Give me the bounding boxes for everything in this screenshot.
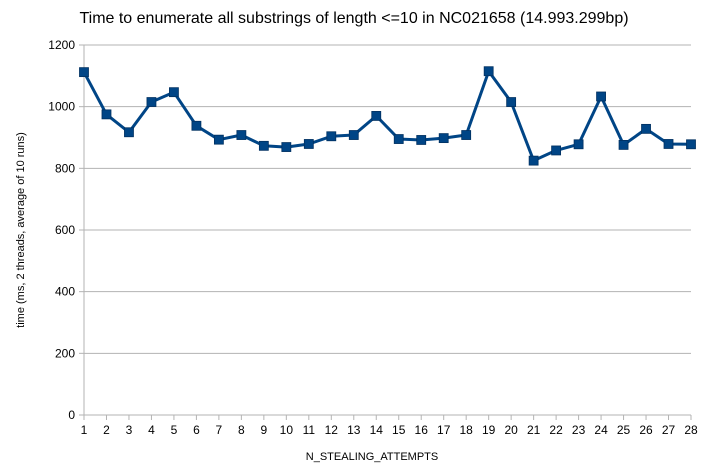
- x-tick-label: 3: [126, 423, 133, 437]
- x-tick-label: 7: [216, 423, 223, 437]
- y-tick-label: 400: [55, 285, 75, 299]
- x-tick-label: 26: [639, 423, 653, 437]
- x-tick-label: 9: [261, 423, 268, 437]
- x-tick-label: 6: [193, 423, 200, 437]
- x-tick-label: 16: [415, 423, 429, 437]
- data-point-marker: [124, 127, 134, 138]
- data-point-marker: [596, 91, 606, 102]
- x-tick-label: 10: [280, 423, 294, 437]
- data-point-marker: [101, 109, 112, 120]
- x-tick-label: 22: [549, 423, 563, 437]
- data-point-marker: [506, 97, 517, 107]
- data-point-marker: [393, 134, 404, 144]
- x-tick-label: 25: [617, 423, 631, 437]
- data-point-marker: [663, 139, 674, 149]
- x-tick-label: 13: [347, 423, 361, 437]
- axes: [79, 44, 692, 420]
- x-tick-label: 15: [392, 423, 406, 437]
- y-tick-label: 600: [55, 223, 75, 237]
- data-point-marker: [79, 67, 89, 78]
- x-tick-label: 23: [572, 423, 586, 437]
- data-point-marker: [686, 139, 696, 150]
- data-point-marker: [236, 130, 247, 140]
- data-point-marker: [348, 130, 359, 140]
- y-tick-label: 800: [55, 161, 75, 175]
- data-point-marker: [146, 97, 157, 107]
- x-tick-label: 17: [437, 423, 451, 437]
- data-point-marker: [438, 133, 449, 144]
- x-axis-label: N_STEALING_ATTEMPTS: [306, 451, 438, 463]
- x-tick-label: 12: [325, 423, 339, 437]
- x-tick-label: 11: [303, 423, 316, 437]
- y-axis-label: time (ms, 2 threads, average of 10 runs): [15, 132, 27, 328]
- data-point-marker: [573, 139, 584, 150]
- x-tick-label: 24: [594, 423, 608, 437]
- data-point-marker: [483, 66, 494, 77]
- data-point-marker: [191, 120, 202, 131]
- y-tick-label: 0: [68, 408, 75, 422]
- chart-title: Time to enumerate all substrings of leng…: [79, 10, 628, 27]
- x-tick-label: 27: [662, 423, 676, 437]
- x-tick-label: 1: [81, 423, 88, 437]
- x-tick-label: 19: [482, 423, 496, 437]
- x-tick-label: 18: [460, 423, 474, 437]
- data-point-marker: [618, 139, 629, 150]
- series-line: [82, 69, 693, 163]
- y-tick-label: 1200: [48, 38, 75, 52]
- data-point-marker: [258, 140, 269, 151]
- data-point-marker: [371, 111, 382, 121]
- y-tick-label: 1000: [48, 100, 75, 114]
- data-point-marker: [528, 155, 539, 166]
- data-point-marker: [551, 145, 562, 156]
- data-point-marker: [213, 134, 224, 145]
- y-tick-label: 200: [55, 346, 75, 360]
- x-tick-label: 20: [504, 423, 518, 437]
- x-tick-label: 4: [148, 423, 155, 437]
- x-tick-label: 21: [527, 423, 541, 437]
- series-layer: [79, 66, 696, 166]
- data-point-marker: [303, 139, 314, 149]
- data-point-marker: [416, 135, 427, 145]
- data-point-marker: [461, 130, 472, 140]
- data-point-marker: [326, 131, 337, 142]
- x-tick-label: 2: [103, 423, 110, 437]
- x-tick-label: 8: [238, 423, 245, 437]
- x-tick-label: 5: [171, 423, 178, 437]
- x-tick-label: 14: [370, 423, 384, 437]
- data-point-marker: [169, 87, 179, 98]
- x-tick-label: 28: [684, 423, 698, 437]
- data-point-marker: [281, 142, 292, 152]
- data-point-marker: [641, 123, 651, 134]
